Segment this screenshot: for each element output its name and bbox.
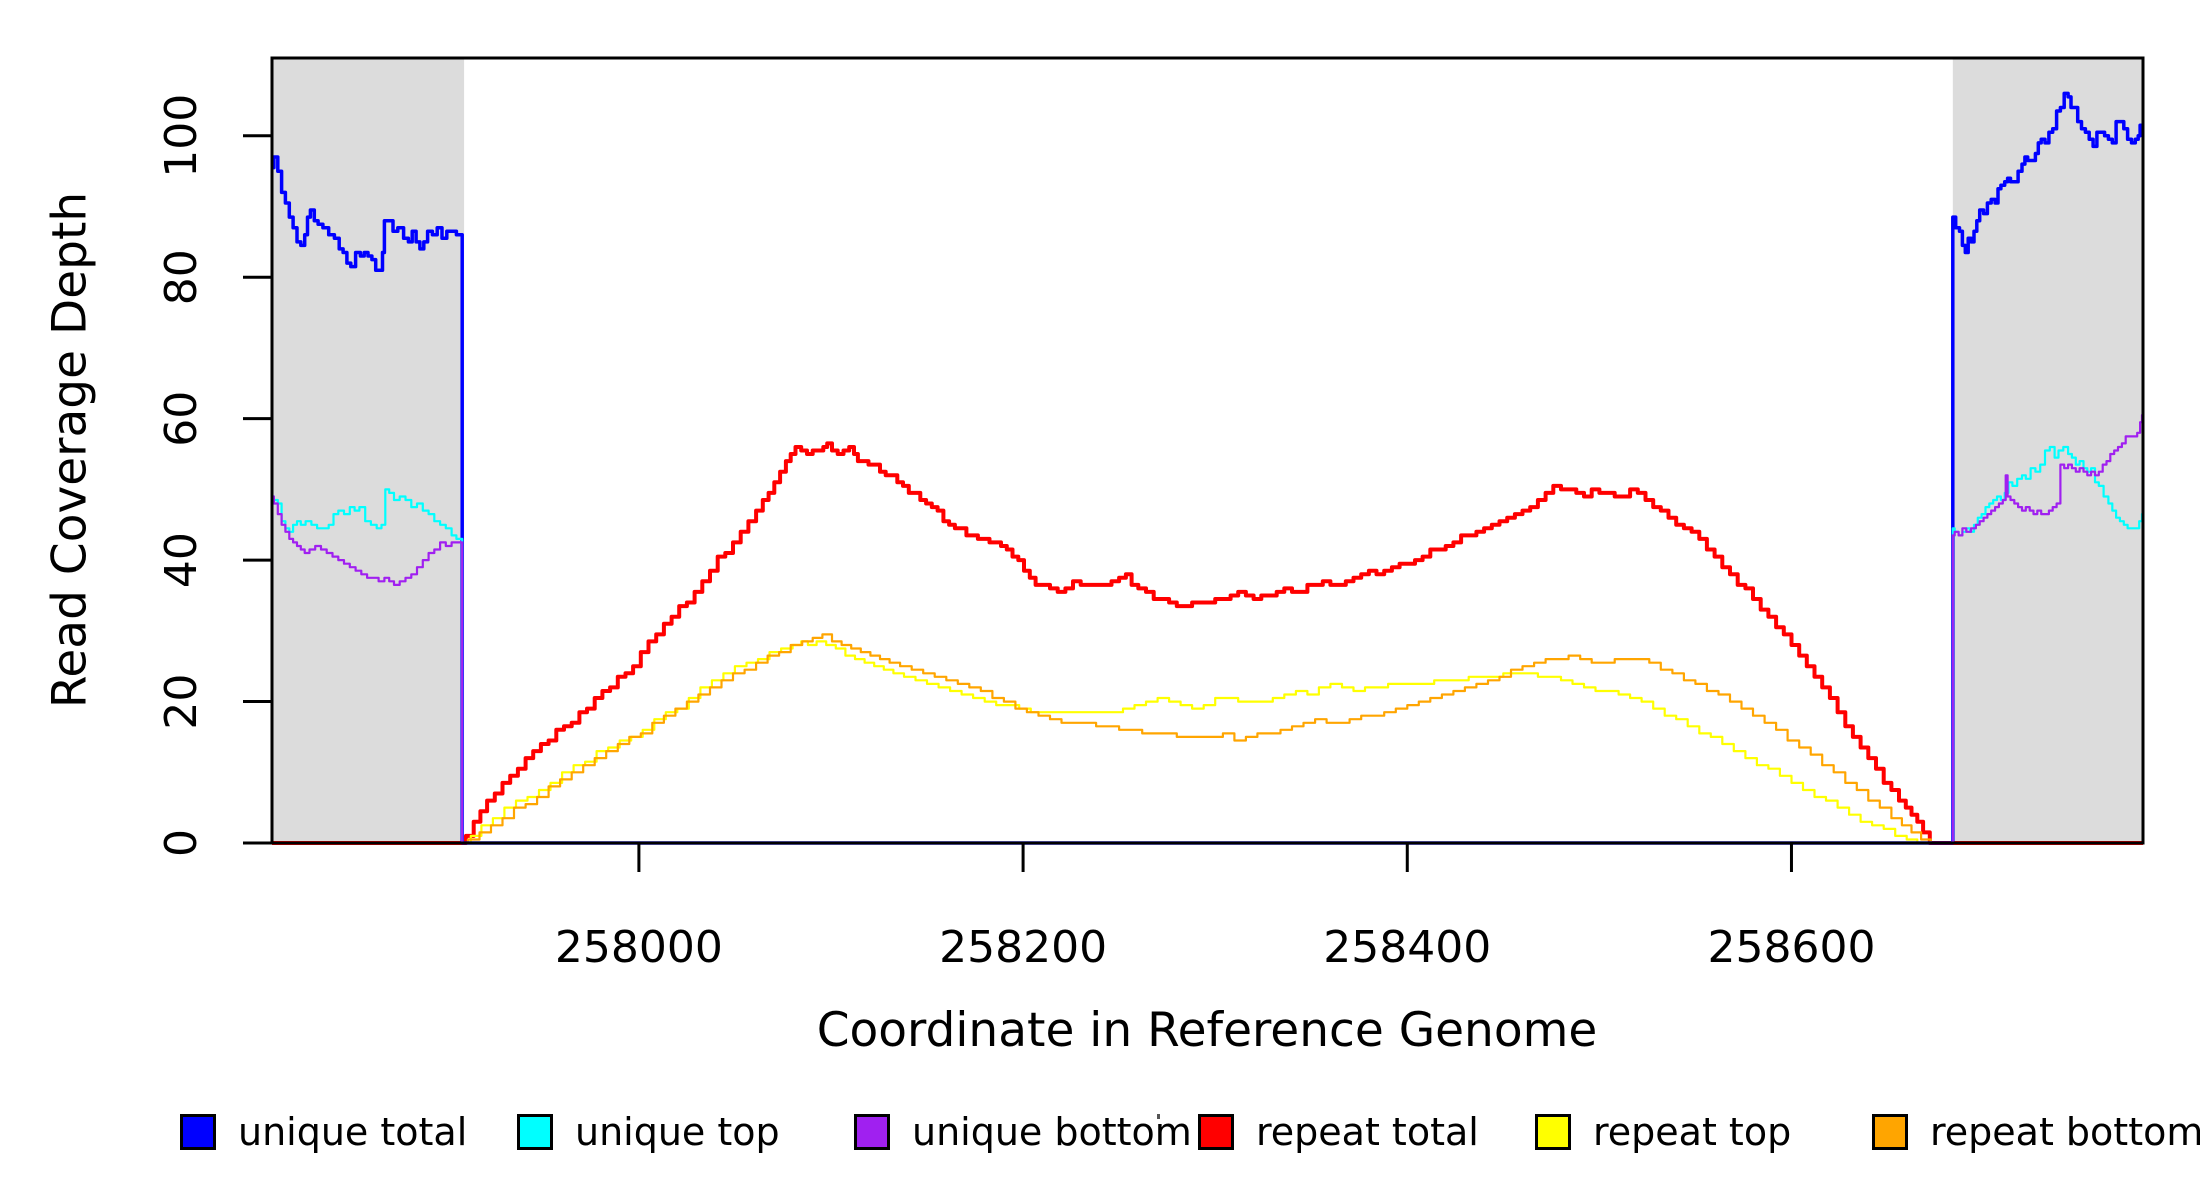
legend-item-unique-total: unique total (180, 1106, 467, 1158)
legend-label: repeat bottom (1930, 1110, 2200, 1154)
y-tick-label: 40 (156, 532, 207, 588)
x-tick-label: 258600 (1707, 922, 1875, 973)
y-axis-title: Read Coverage Depth (42, 191, 98, 709)
series-line-unique-total (272, 91, 2144, 845)
series-line-repeat-bottom (272, 633, 2143, 845)
x-tick-label: 258400 (1323, 922, 1491, 973)
plot-frame (270, 56, 2145, 845)
legend-label: unique top (575, 1110, 780, 1154)
legend-label: repeat top (1593, 1110, 1792, 1154)
legend-item-repeat-total: repeat total (1198, 1106, 1479, 1158)
repeat-top-swatch-icon (1535, 1114, 1571, 1150)
unique-top-swatch-icon (517, 1114, 553, 1150)
repeat-total-swatch-icon (1198, 1114, 1234, 1150)
legend-item-repeat-top: repeat top (1535, 1106, 1791, 1158)
unique-bottom-swatch-icon (854, 1114, 890, 1150)
legend-label: unique bottom (912, 1110, 1192, 1154)
x-tick-label: 258200 (939, 922, 1107, 973)
stray-dot-mark (1157, 1114, 1160, 1119)
series-line-repeat-total (272, 441, 2143, 845)
shaded-region-0 (272, 58, 465, 843)
y-tick-label: 80 (156, 249, 207, 305)
legend-label: unique total (238, 1110, 468, 1154)
series-line-unique-bottom (272, 414, 2144, 845)
legend-item-unique-bottom: unique bottom (854, 1106, 1192, 1158)
y-tick-label: 100 (156, 94, 207, 178)
y-tick-label: 20 (156, 674, 207, 730)
y-tick-label: 0 (156, 829, 207, 857)
x-tick-label: 258000 (555, 922, 723, 973)
repeat-bottom-swatch-icon (1872, 1114, 1908, 1150)
legend-item-unique-top: unique top (517, 1106, 780, 1158)
legend-item-repeat-bottom: repeat bottom (1872, 1106, 2200, 1158)
series-line-repeat-top (272, 640, 2143, 845)
unique-total-swatch-icon (180, 1114, 216, 1150)
legend-label: repeat total (1256, 1110, 1479, 1154)
x-axis-title: Coordinate in Reference Genome (816, 1003, 1598, 1058)
y-tick-label: 60 (156, 391, 207, 447)
